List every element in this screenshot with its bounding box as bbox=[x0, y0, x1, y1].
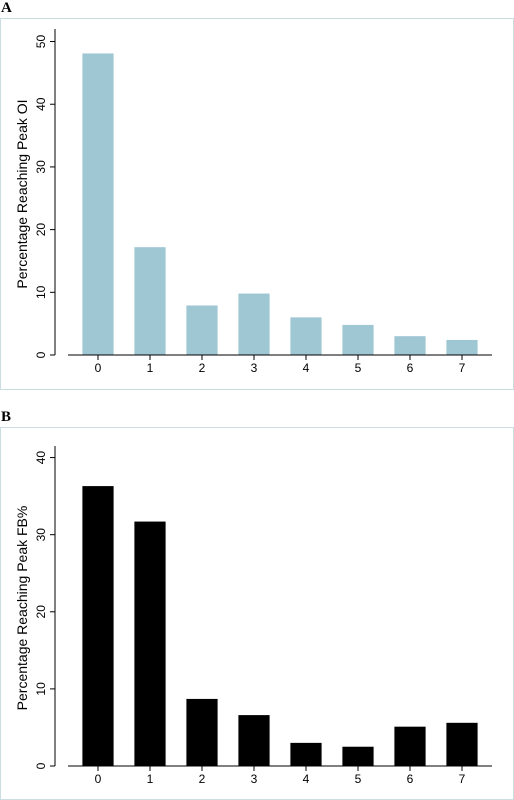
x-tick-label: 7 bbox=[459, 772, 466, 786]
x-tick-label: 3 bbox=[251, 361, 258, 375]
panel-label-b: B bbox=[1, 409, 12, 425]
bar-3 bbox=[238, 293, 270, 355]
chart-a: 0 10 20 30 40 50 Percentage Reaching Peak OI 0 1… bbox=[14, 29, 492, 375]
bar-5 bbox=[342, 324, 374, 355]
x-tick-label: 1 bbox=[147, 772, 154, 786]
x-tick-label: 1 bbox=[147, 361, 154, 375]
x-tick-label: 4 bbox=[303, 772, 310, 786]
bar-7 bbox=[446, 339, 478, 355]
y-tick-label: 20 bbox=[34, 223, 48, 237]
y-tick-label: 50 bbox=[34, 35, 48, 49]
x-tick-label: 6 bbox=[407, 361, 414, 375]
bar-7 bbox=[446, 722, 478, 766]
y-tick-label: 30 bbox=[34, 160, 48, 174]
x-tick-label: 4 bbox=[303, 361, 310, 375]
y-tick-label: 40 bbox=[34, 97, 48, 111]
x-tick-label: 0 bbox=[95, 772, 102, 786]
bar-4 bbox=[290, 317, 322, 355]
y-tick-label: 10 bbox=[34, 285, 48, 299]
y-tick-label: 20 bbox=[34, 605, 48, 619]
x-tick-label: 5 bbox=[355, 772, 362, 786]
bar-5 bbox=[342, 746, 374, 766]
bar-2 bbox=[186, 698, 218, 766]
bar-6 bbox=[394, 726, 426, 766]
y-axis-title: Percentage Reaching Peak FB% bbox=[14, 506, 30, 711]
panel-label-a: A bbox=[1, 0, 12, 16]
bar-2 bbox=[186, 305, 218, 355]
y-tick-label: 30 bbox=[34, 528, 48, 542]
x-tick-label: 2 bbox=[199, 361, 206, 375]
bar-6 bbox=[394, 336, 426, 355]
bar-0 bbox=[82, 486, 114, 766]
bar-0 bbox=[82, 53, 114, 355]
x-tick-label: 6 bbox=[407, 772, 414, 786]
x-tick-label: 2 bbox=[199, 772, 206, 786]
x-tick-label: 7 bbox=[459, 361, 466, 375]
chart-b: 0 10 20 30 40 Percentage Reaching Peak FB% 0 1 2… bbox=[14, 446, 492, 786]
bar-1 bbox=[134, 521, 166, 766]
y-tick-label: 10 bbox=[34, 682, 48, 696]
y-tick-label: 0 bbox=[34, 351, 48, 358]
x-tick-label: 3 bbox=[251, 772, 258, 786]
x-tick-label: 5 bbox=[355, 361, 362, 375]
x-tick-label: 0 bbox=[95, 361, 102, 375]
bar-3 bbox=[238, 715, 270, 766]
bar-4 bbox=[290, 742, 322, 766]
bar-1 bbox=[134, 247, 166, 355]
y-tick-label: 40 bbox=[34, 451, 48, 465]
y-tick-label: 0 bbox=[34, 762, 48, 769]
y-axis-title: Percentage Reaching Peak OI bbox=[14, 99, 30, 288]
